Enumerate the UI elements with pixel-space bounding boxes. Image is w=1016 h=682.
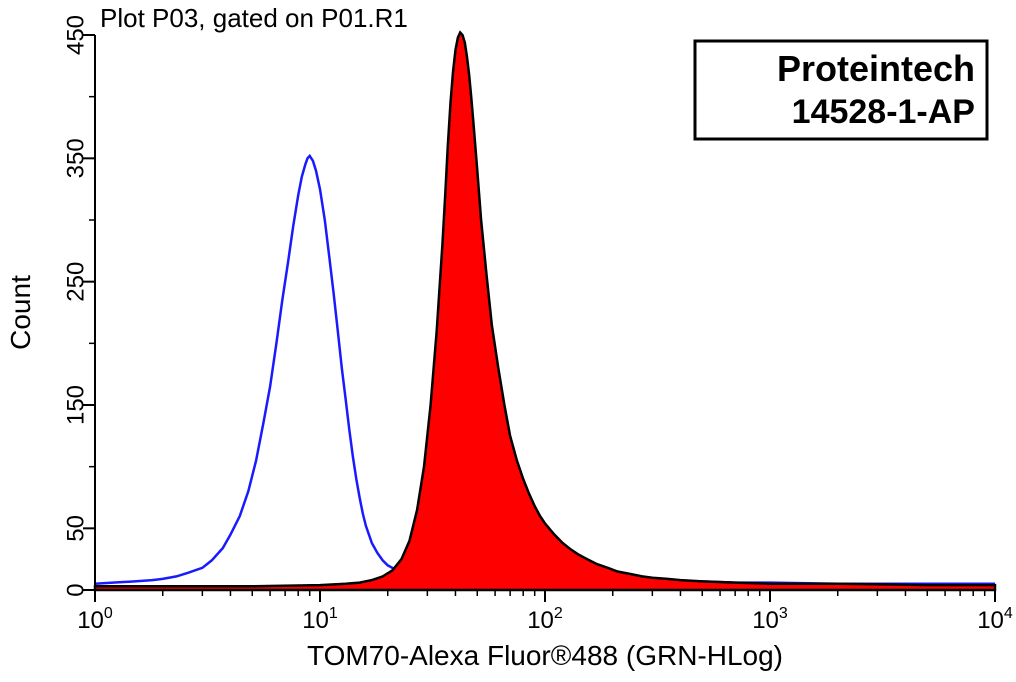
y-tick-label: 0 (62, 583, 89, 596)
y-axis-label: Count (5, 275, 36, 350)
brand-name: Proteintech (777, 48, 975, 89)
x-tick-label: 104 (977, 605, 1013, 634)
x-tick-label: 100 (77, 605, 113, 634)
y-tick-label: 350 (62, 138, 89, 178)
x-axis-label: TOM70-Alexa Fluor®488 (GRN-HLog) (307, 640, 783, 671)
x-tick-label: 101 (302, 605, 338, 634)
y-tick-label: 50 (62, 515, 89, 542)
x-tick-label: 103 (752, 605, 788, 634)
x-tick-label: 102 (527, 605, 563, 634)
flow-cytometry-chart: 0 50 150 250 350 450 100 101 102 103 104 TOM70-Alex… (0, 0, 1016, 682)
plot-title: Plot P03, gated on P01.R1 (100, 3, 408, 33)
y-tick-label: 150 (62, 385, 89, 425)
y-tick-label: 250 (62, 262, 89, 302)
catalog-number: 14528-1-AP (792, 93, 975, 131)
control-histogram (95, 156, 995, 584)
chart-svg: 0 50 150 250 350 450 100 101 102 103 104 TOM70-Alex… (0, 0, 1016, 682)
y-tick-label: 450 (62, 15, 89, 55)
